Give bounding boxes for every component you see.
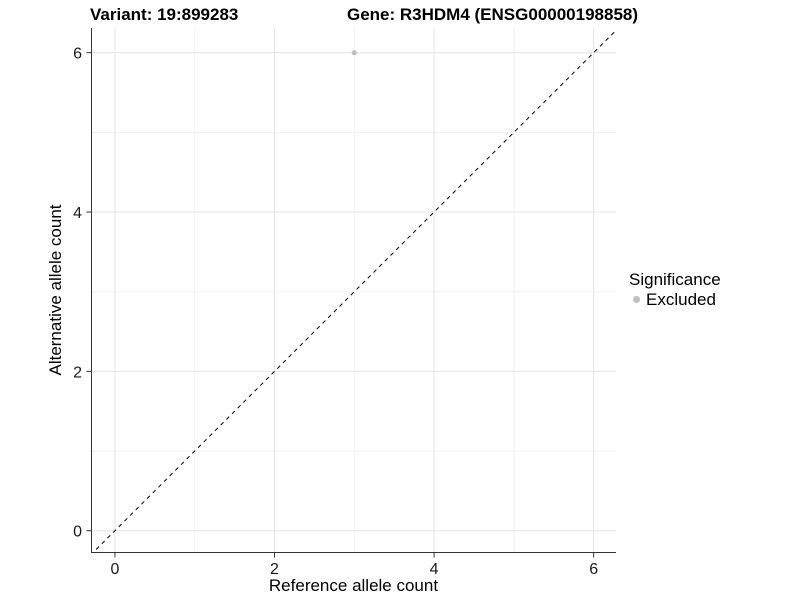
y-tick-label: 6 xyxy=(73,46,82,63)
y-tick-label: 2 xyxy=(73,364,82,381)
scatter-plot-canvas: 0 2 4 6 0 2 4 6 xyxy=(73,28,616,578)
plot-panel: 0 2 4 6 0 2 4 6 xyxy=(73,28,616,578)
x-tick-label: 6 xyxy=(589,561,598,578)
legend-title: Significance xyxy=(629,270,721,289)
data-point-excluded xyxy=(351,50,357,56)
x-tick-label: 4 xyxy=(430,561,439,578)
legend: Significance Excluded xyxy=(629,270,721,309)
legend-item-label: Excluded xyxy=(646,290,716,309)
plot-title-variant: Variant: 19:899283 xyxy=(90,5,239,24)
plot-title-gene: Gene: R3HDM4 (ENSG00000198858) xyxy=(347,5,639,24)
y-axis-title: Alternative allele count xyxy=(46,204,65,376)
excluded-point-swatch-icon xyxy=(633,296,640,303)
x-axis-title: Reference allele count xyxy=(268,576,439,595)
identity-reference-line xyxy=(91,29,616,553)
y-tick-label: 4 xyxy=(73,205,82,222)
legend-item-excluded: Excluded xyxy=(629,290,721,309)
x-tick-label: 0 xyxy=(110,561,119,578)
x-tick-label: 2 xyxy=(270,561,279,578)
y-tick-label: 0 xyxy=(73,524,82,541)
